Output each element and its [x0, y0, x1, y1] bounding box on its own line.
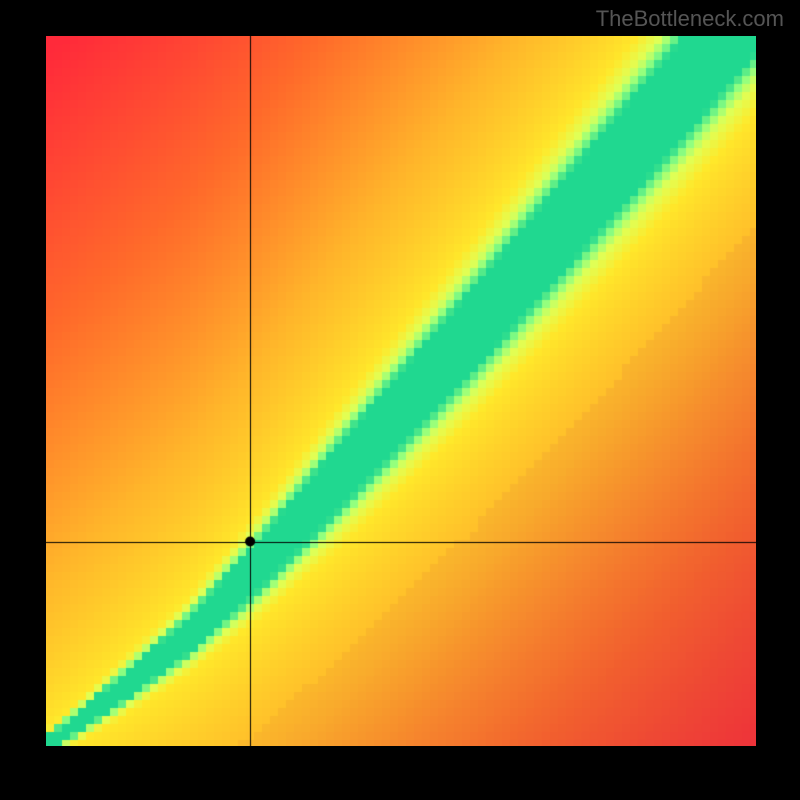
plot-area [46, 36, 756, 746]
heatmap-canvas [46, 36, 756, 746]
attribution-label: TheBottleneck.com [596, 6, 784, 32]
chart-container: TheBottleneck.com [0, 0, 800, 800]
